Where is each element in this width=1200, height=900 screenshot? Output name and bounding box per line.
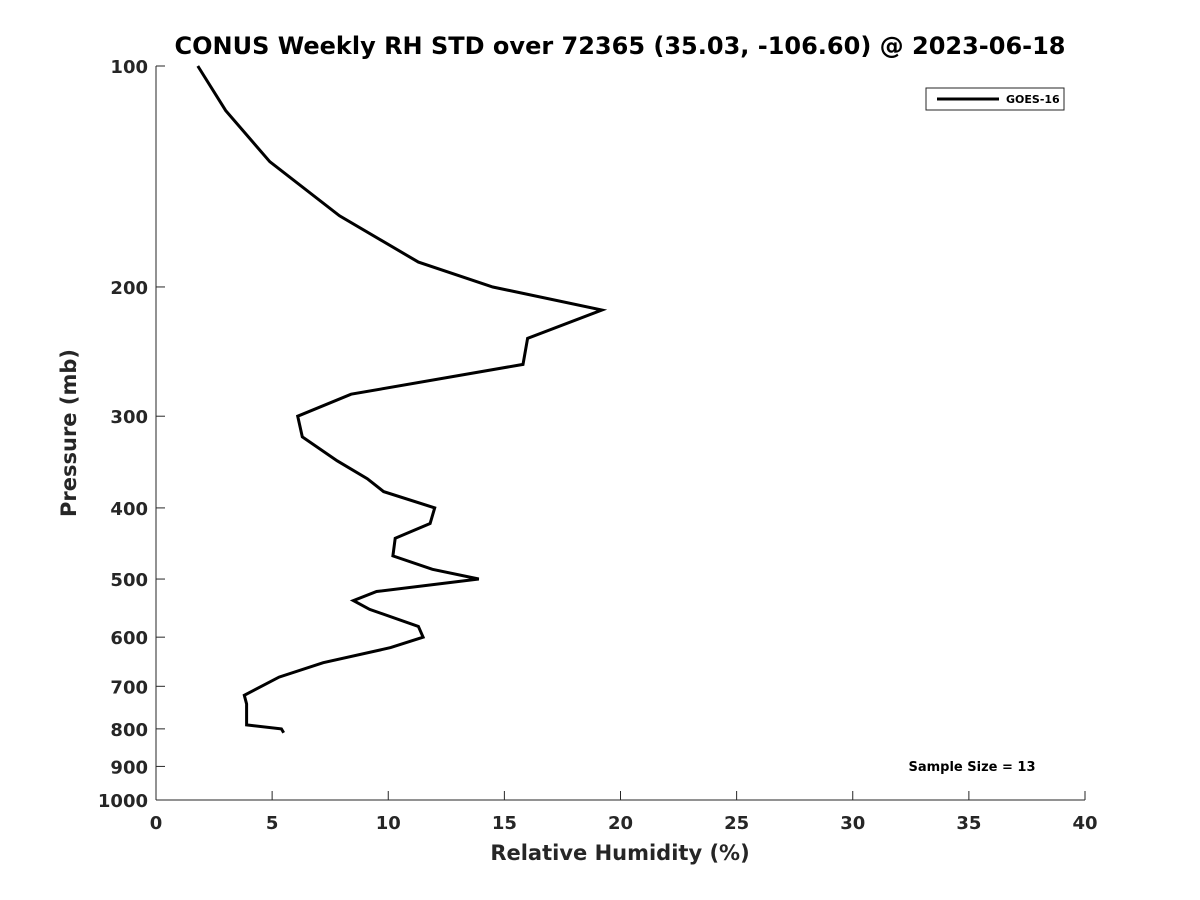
y-tick-label: 800 <box>110 720 148 741</box>
x-tick-label: 25 <box>724 813 749 834</box>
y-tick-label: 700 <box>110 677 148 698</box>
x-tick-label: 5 <box>266 813 279 834</box>
plot-area: 0 5 10 15 20 25 30 35 40 100 200 300 400 500 600 700 800… <box>98 57 1098 834</box>
legend: GOES-16 <box>925 87 1065 111</box>
x-tick-label: 10 <box>376 813 401 834</box>
x-tick-label: 20 <box>608 813 633 834</box>
x-tick-label: 30 <box>840 813 865 834</box>
legend-label-goes-16: GOES-16 <box>1006 93 1060 106</box>
sample-size-annotation: Sample Size = 13 <box>908 760 1035 775</box>
x-axis-label: Relative Humidity (%) <box>490 841 749 865</box>
x-tick-label: 0 <box>150 813 163 834</box>
y-tick-label: 1000 <box>98 791 148 812</box>
y-tick-label: 900 <box>110 757 148 778</box>
x-tick-label: 15 <box>492 813 517 834</box>
x-tick-label: 35 <box>956 813 981 834</box>
y-axis-label: Pressure (mb) <box>57 349 81 517</box>
series-line-goes-16 <box>196 65 608 734</box>
y-tick-label: 300 <box>110 407 148 428</box>
x-tick-label: 40 <box>1072 813 1097 834</box>
y-tick-label: 400 <box>110 499 148 520</box>
y-tick-label: 600 <box>110 628 148 649</box>
chart-title: CONUS Weekly RH STD over 72365 (35.03, -… <box>174 32 1065 60</box>
y-tick-label: 100 <box>110 57 148 78</box>
y-tick-label: 200 <box>110 278 148 299</box>
y-tick-label: 500 <box>110 570 148 591</box>
